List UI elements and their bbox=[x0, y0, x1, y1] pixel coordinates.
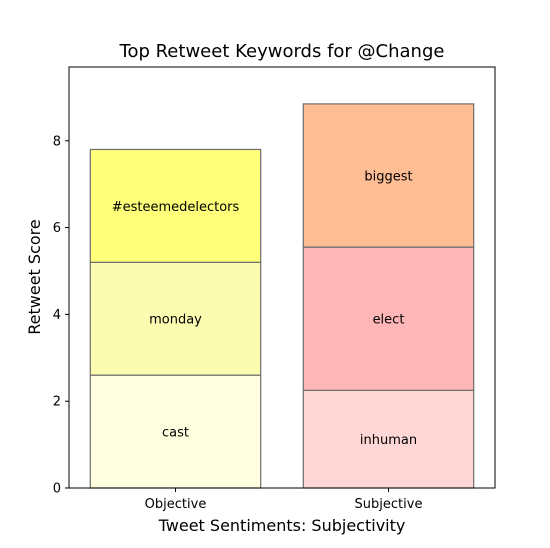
bar-segment-label: inhuman bbox=[360, 433, 417, 448]
x-axis-label: Tweet Sentiments: Subjectivity bbox=[158, 516, 406, 535]
bar-segment-label: #esteemedelectors bbox=[112, 200, 240, 215]
x-axis: Objective Subjective bbox=[145, 488, 423, 512]
y-tick-label: 8 bbox=[53, 134, 61, 149]
y-axis: 0 2 4 6 8 bbox=[53, 134, 69, 497]
bar-segment-0-0 bbox=[89, 374, 262, 489]
y-tick-label: 4 bbox=[53, 308, 61, 323]
bar-segment-label: elect bbox=[373, 313, 405, 328]
y-axis-label: Retweet Score bbox=[25, 219, 44, 334]
plot-frame bbox=[68, 66, 496, 489]
bar-segment-1-2 bbox=[302, 103, 475, 248]
chart-title: Top Retweet Keywords for @Change bbox=[119, 41, 445, 62]
bars-layer: cast monday #esteemedelectors inhuman elect b… bbox=[89, 103, 475, 489]
bar-segment-1-0 bbox=[302, 389, 475, 489]
y-tick-label: 2 bbox=[53, 395, 61, 410]
x-tick-label: Subjective bbox=[355, 497, 423, 512]
bar-segment-0-1 bbox=[89, 261, 262, 376]
bar-segment-label: biggest bbox=[364, 170, 412, 185]
y-tick-label: 0 bbox=[53, 482, 61, 497]
bar-segment-label: monday bbox=[149, 313, 202, 328]
bar-segment-label: cast bbox=[162, 426, 189, 441]
x-tick-label: Objective bbox=[145, 497, 207, 512]
y-tick-label: 6 bbox=[53, 221, 61, 236]
bar-segment-1-1 bbox=[302, 246, 475, 391]
bar-segment-0-2 bbox=[89, 148, 262, 263]
